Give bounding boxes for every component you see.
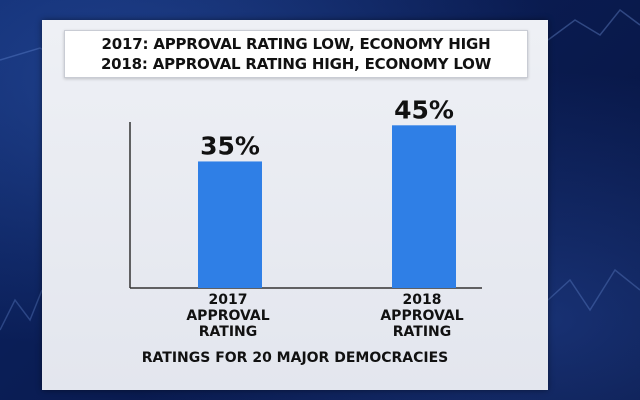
bar-chart: 35% 45% [129,95,482,289]
bar-0 [198,161,262,288]
data-label-1: 45% [394,95,454,124]
chart-footer: RATINGS FOR 20 MAJOR DEMOCRACIES [141,350,449,366]
data-label-0: 35% [200,131,260,160]
category-label-2018-text: 2018 APPROVAL RATING [380,292,464,340]
bar-1 [392,125,456,288]
headline-box: 2017: APPROVAL RATING LOW, ECONOMY HIGH … [64,30,528,78]
category-label-2017-text: 2017 APPROVAL RATING [186,292,270,340]
headline-line-2: 2018: APPROVAL RATING HIGH, ECONOMY LOW [100,55,492,73]
category-label-2018: 2018 APPROVAL RATING [362,292,482,340]
chart-panel: 2017: APPROVAL RATING LOW, ECONOMY HIGH … [42,20,548,390]
category-label-2017: 2017 APPROVAL RATING [168,292,288,340]
headline-line-1: 2017: APPROVAL RATING LOW, ECONOMY HIGH [101,35,491,53]
